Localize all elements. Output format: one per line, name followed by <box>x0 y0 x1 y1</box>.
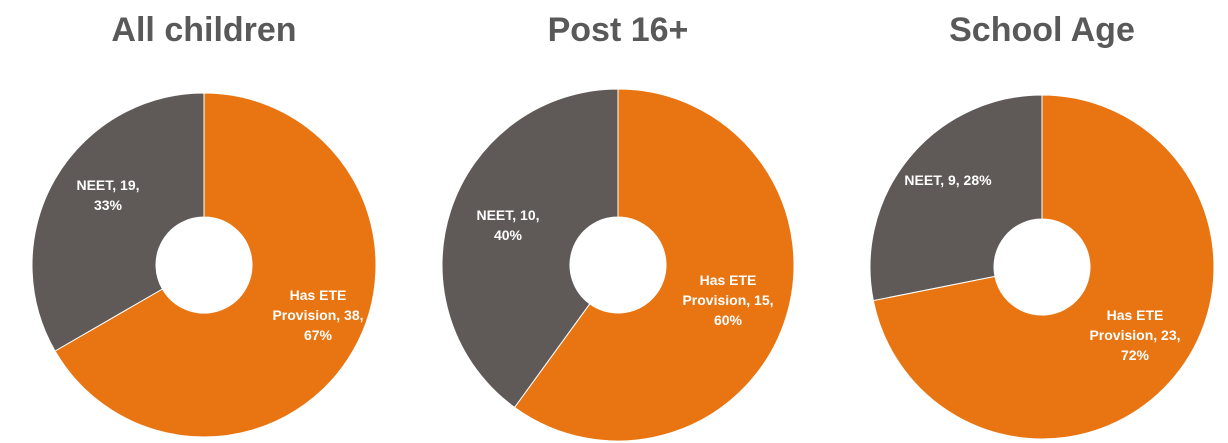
donut-slice <box>869 94 1043 302</box>
data-label: Has ETE Provision, 38, 67% <box>272 287 364 343</box>
donut-slice <box>31 92 205 352</box>
donut-slice <box>872 94 1215 440</box>
donut-slice <box>441 88 619 409</box>
data-label: NEET, 10, 40% <box>476 207 540 243</box>
chart-title: All children <box>111 11 296 49</box>
data-label: Has ETE Provision, 23, 72% <box>1089 307 1181 363</box>
data-label: NEET, 9, 28% <box>904 172 992 188</box>
donut-slice <box>513 88 795 442</box>
chart-title: Post 16+ <box>548 11 689 49</box>
donut-slice <box>54 92 377 438</box>
data-label: Has ETE Provision, 15, 60% <box>682 272 774 328</box>
data-label: NEET, 19, 33% <box>76 177 140 213</box>
chart-title: School Age <box>949 11 1135 49</box>
